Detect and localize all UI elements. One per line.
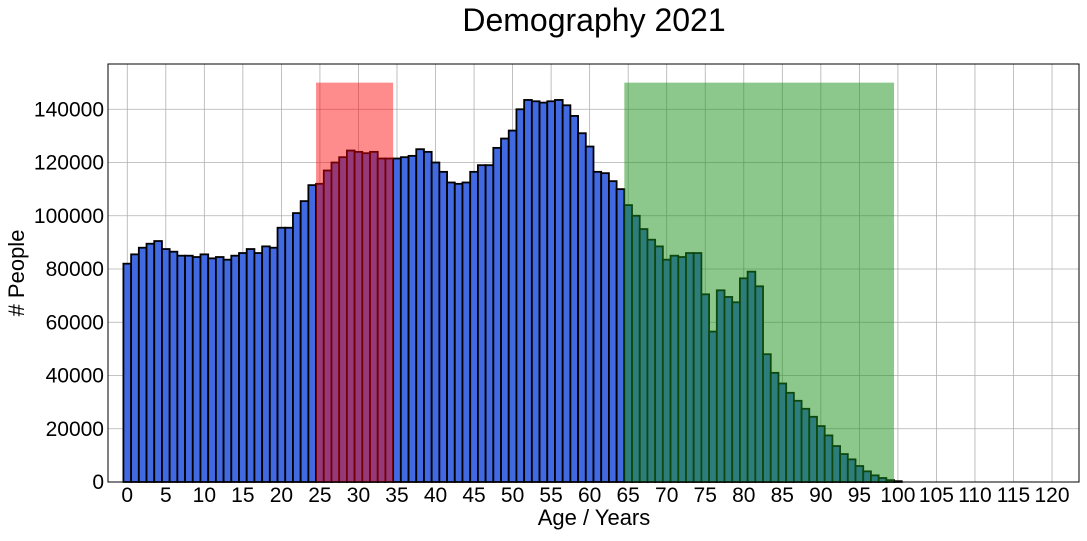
y-tick-label: 0 — [92, 471, 104, 494]
bar-age-6 — [168, 250, 179, 483]
y-tick-label: 40000 — [46, 365, 104, 388]
bar-age-1 — [130, 253, 140, 483]
y-tick-label: 80000 — [46, 258, 104, 281]
bar-age-18 — [261, 245, 271, 483]
x-tick-label: 115 — [997, 484, 1030, 507]
bar-age-5 — [161, 248, 171, 483]
x-tick-label: 75 — [694, 484, 717, 507]
bar-age-3 — [145, 242, 156, 483]
x-tick-label: 70 — [655, 484, 678, 507]
bar-age-62 — [600, 172, 610, 483]
bar-age-51 — [515, 108, 526, 483]
x-tick-label: 15 — [231, 484, 254, 507]
x-tick-label: 60 — [578, 484, 601, 507]
bar-age-19 — [268, 246, 279, 483]
x-tick-label: 40 — [424, 484, 447, 507]
x-tick-label: 65 — [616, 484, 639, 507]
bar-age-10 — [199, 253, 210, 483]
x-tick-label: 10 — [193, 484, 216, 507]
bar-age-14 — [230, 254, 240, 483]
x-tick-label: 90 — [809, 484, 832, 507]
bar-age-45 — [469, 170, 479, 483]
plot-frame — [107, 63, 1080, 483]
bar-age-42 — [446, 181, 456, 483]
x-tick-label: 120 — [1035, 484, 1070, 507]
x-tick-label: 30 — [347, 484, 370, 507]
bar-age-15 — [238, 252, 248, 483]
x-tick-label: 5 — [160, 484, 172, 507]
x-tick-label: 25 — [308, 484, 331, 507]
x-tick-label: 80 — [732, 484, 755, 507]
x-tick-label: 105 — [919, 484, 954, 507]
y-tick-label: 140000 — [34, 98, 104, 121]
y-tick-label: 60000 — [46, 311, 104, 334]
x-tick-label: 50 — [501, 484, 524, 507]
y-tick-label: 20000 — [46, 418, 104, 441]
bar-age-23 — [299, 200, 310, 483]
bar-age-41 — [438, 170, 448, 483]
bar-age-13 — [222, 258, 233, 483]
bar-age-63 — [608, 180, 618, 483]
bar-age-11 — [207, 257, 217, 483]
bar-age-21 — [284, 226, 294, 483]
x-tick-label: 0 — [121, 484, 133, 507]
x-tick-label: 95 — [848, 484, 871, 507]
bar-age-44 — [461, 181, 472, 483]
bar-age-8 — [184, 254, 194, 483]
bar-age-0 — [122, 262, 133, 483]
bar-age-48 — [492, 146, 502, 483]
x-tick-label: 100 — [880, 484, 915, 507]
bar-age-9 — [191, 256, 202, 483]
bar-age-35 — [392, 157, 402, 483]
x-axis-label: Age / Years — [538, 505, 651, 530]
x-tick-label: 45 — [462, 484, 485, 507]
bar-age-20 — [276, 226, 287, 483]
bar-age-12 — [214, 256, 225, 483]
bar-age-38 — [415, 148, 425, 483]
bar-age-57 — [561, 104, 572, 483]
bar-age-7 — [176, 254, 186, 483]
bar-age-24 — [307, 184, 317, 483]
bar-age-55 — [546, 100, 556, 483]
bar-age-16 — [245, 248, 256, 483]
x-tick-labels: 0 5 10 15 20 25 30 35 40 45 50 55 60 65 70 75 80 85 90 95 10… — [121, 484, 1069, 507]
bar-age-36 — [399, 156, 410, 483]
y-tick-labels: 0 20000 40000 60000 80000 100000 120000 140000 — [34, 98, 104, 494]
bar-age-46 — [477, 164, 487, 483]
y-tick-label: 100000 — [34, 205, 104, 228]
chart-title: Demography 2021 — [462, 2, 725, 38]
bar-age-43 — [453, 182, 464, 483]
bar-age-54 — [538, 101, 549, 483]
bar-age-37 — [407, 154, 418, 483]
bar-age-56 — [554, 99, 564, 483]
bar-age-47 — [484, 164, 495, 483]
bar-age-4 — [153, 240, 163, 483]
bar-age-60 — [584, 145, 595, 483]
bar-age-2 — [137, 246, 148, 483]
bar-age-59 — [577, 132, 587, 483]
bar-age-22 — [292, 212, 302, 483]
x-tick-label: 20 — [270, 484, 293, 507]
x-tick-label: 35 — [385, 484, 408, 507]
bar-age-17 — [253, 252, 264, 483]
y-axis-label: # People — [4, 230, 29, 317]
bar-age-39 — [423, 150, 433, 483]
highlight-region-25-35 — [316, 82, 394, 483]
y-tick-label: 120000 — [34, 152, 104, 175]
bar-age-52 — [523, 99, 533, 483]
bar-age-64 — [615, 188, 626, 483]
bar-age-61 — [592, 170, 603, 483]
bar-age-50 — [507, 129, 518, 483]
x-tick-label: 55 — [539, 484, 562, 507]
highlight-region-65-100 — [624, 82, 895, 483]
bar-age-49 — [500, 137, 510, 483]
x-tick-label: 85 — [771, 484, 794, 507]
bar-age-58 — [569, 115, 579, 483]
bar-age-40 — [430, 161, 441, 483]
x-tick-label: 110 — [958, 484, 991, 507]
bar-age-53 — [530, 100, 541, 483]
highlight-regions — [316, 82, 895, 483]
